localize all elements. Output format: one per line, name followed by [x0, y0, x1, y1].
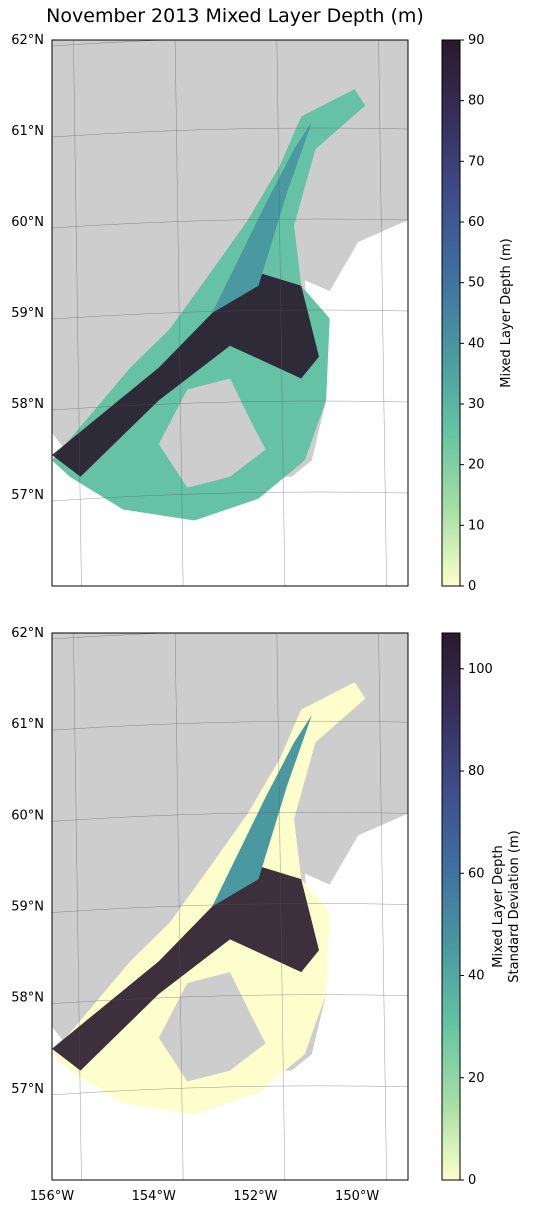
open-ocean	[52, 961, 408, 1180]
lat-gridline	[52, 1085, 408, 1096]
lat-tick-label: 59°N	[11, 306, 44, 321]
lat-tick-label: 57°N	[11, 1082, 44, 1097]
lat-tick-label: 60°N	[11, 215, 44, 230]
colorbar-tick-label: 60	[468, 866, 485, 881]
lat-tick-label: 57°N	[11, 488, 44, 503]
inlet-channel	[212, 715, 312, 907]
inlet-channel	[212, 121, 312, 314]
lat-gridline	[52, 309, 408, 320]
map-content	[52, 40, 408, 586]
lat-tick-label: 58°N	[11, 991, 44, 1006]
lon-gridline	[276, 633, 286, 1180]
colorbar-tick-label: 90	[468, 33, 485, 48]
lat-gridline	[52, 218, 408, 229]
lon-gridline	[174, 633, 184, 1180]
lon-gridline	[73, 40, 82, 586]
colorbar-tick-label: 50	[468, 276, 485, 291]
lat-gridline	[52, 903, 408, 913]
lat-tick-label: 62°N	[11, 33, 44, 48]
lat-gridline	[52, 633, 172, 640]
lon-tick-label: 150°W	[335, 1189, 379, 1204]
colorbar-tick-label: 70	[468, 154, 485, 169]
colorbar-tick-label: 10	[468, 518, 485, 533]
lat-tick-label: 58°N	[11, 397, 44, 412]
deep-channel	[52, 862, 319, 1071]
lon-gridline	[378, 40, 387, 586]
lon-gridline	[378, 633, 387, 1180]
map-content	[52, 633, 408, 1180]
colorbar-tick-label: 0	[468, 1173, 476, 1188]
map-panel-2: 62°N 61°N 60°N 59°N 58°N 57°N 156°W 154°W 152°W 1…	[11, 626, 522, 1204]
colorbar-tick-label: 80	[468, 764, 485, 779]
kodiak-island	[158, 972, 266, 1082]
colorbar-tick-label: 0	[468, 579, 476, 594]
lon-gridline	[73, 633, 82, 1180]
colorbar-tick-label: 40	[468, 969, 485, 984]
figure-title: November 2013 Mixed Layer Depth (m)	[46, 5, 424, 27]
colorbar-tick-label: 30	[468, 397, 485, 412]
colorbar-tick-label: 60	[468, 215, 485, 230]
axes-frame	[51, 632, 409, 1181]
colorbar-label: Mixed Layer Depth	[491, 845, 506, 967]
lat-gridline	[52, 491, 408, 502]
map-panel-1: 62°N 61°N 60°N 59°N 58°N 57°N 0 10 20 30 40 50 60 70 8…	[11, 33, 514, 594]
lat-tick-label: 61°N	[11, 124, 44, 139]
lat-gridline	[52, 40, 172, 47]
lat-gridline	[52, 127, 408, 138]
colorbar	[441, 632, 461, 1181]
lat-tick-label: 60°N	[11, 808, 44, 823]
lat-tick-label: 59°N	[11, 900, 44, 915]
lat-tick-label: 61°N	[11, 717, 44, 732]
lon-gridline	[276, 40, 286, 586]
colorbar	[441, 39, 461, 587]
colorbar-tick-label: 40	[468, 336, 485, 351]
lat-gridline	[52, 812, 408, 822]
lon-tick-label: 154°W	[132, 1189, 176, 1204]
colorbar-tick-label: 20	[468, 1071, 485, 1086]
colorbar-tick-label: 100	[468, 662, 493, 677]
colorbar-label: Standard Deviation (m)	[507, 830, 522, 982]
deep-channel	[52, 269, 319, 477]
lon-gridline	[174, 40, 184, 586]
colorbar-label: Mixed Layer Depth (m)	[499, 238, 514, 387]
kodiak-island	[158, 378, 266, 488]
lat-gridline	[52, 400, 408, 411]
lon-tick-label: 156°W	[30, 1189, 74, 1204]
axes-frame	[51, 39, 409, 587]
colorbar-tick-label: 80	[468, 94, 485, 109]
colorbar-tick-label: 20	[468, 458, 485, 473]
lat-gridline	[52, 994, 408, 1004]
lat-tick-label: 62°N	[11, 626, 44, 641]
open-ocean	[52, 367, 408, 586]
lat-gridline	[52, 720, 408, 731]
lon-tick-label: 152°W	[233, 1189, 277, 1204]
